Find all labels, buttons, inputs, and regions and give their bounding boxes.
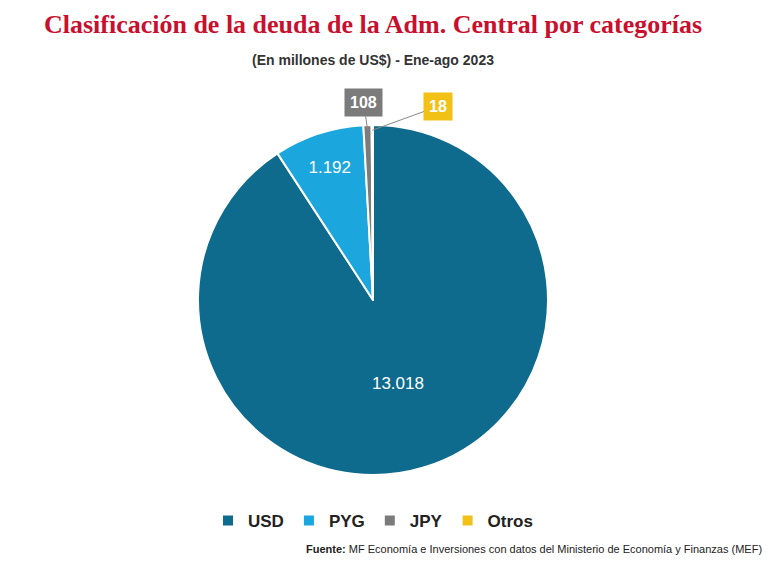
svg-text:18: 18 <box>429 98 447 115</box>
svg-text:(En millones de US$) - Ene-ago: (En millones de US$) - Ene-ago 2023 <box>252 52 494 68</box>
svg-text:Clasificación de la deuda de l: Clasificación de la deuda de la Adm. Cen… <box>44 10 702 39</box>
svg-text:108: 108 <box>350 94 377 111</box>
svg-text:USD: USD <box>248 512 284 531</box>
svg-text:JPY: JPY <box>410 512 443 531</box>
svg-text:Fuente: MF Economía e Inversio: Fuente: MF Economía e Inversiones con da… <box>306 543 762 555</box>
svg-text:1.192: 1.192 <box>308 158 351 177</box>
svg-text:13.018: 13.018 <box>372 374 424 393</box>
svg-text:PYG: PYG <box>329 512 365 531</box>
svg-text:Otros: Otros <box>488 512 533 531</box>
